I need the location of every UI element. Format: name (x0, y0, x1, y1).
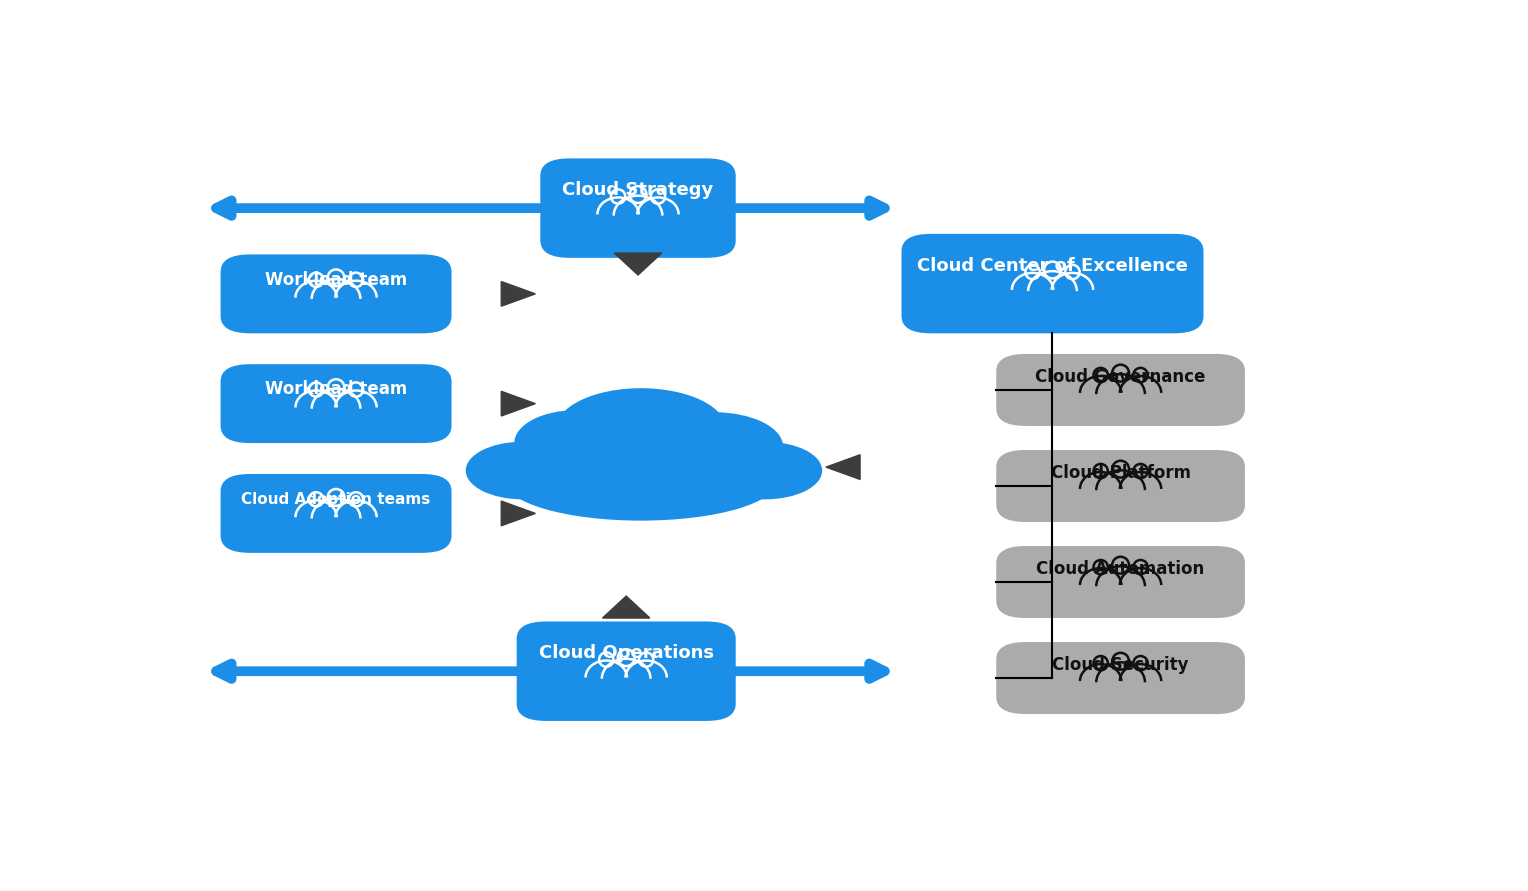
FancyBboxPatch shape (902, 233, 1204, 333)
FancyBboxPatch shape (220, 255, 452, 333)
Text: Workload team: Workload team (264, 380, 406, 398)
Text: Cloud Security: Cloud Security (1053, 656, 1189, 674)
FancyBboxPatch shape (996, 546, 1245, 618)
FancyBboxPatch shape (516, 622, 736, 721)
Polygon shape (602, 596, 649, 618)
FancyBboxPatch shape (541, 159, 736, 257)
FancyBboxPatch shape (996, 354, 1245, 426)
FancyBboxPatch shape (220, 364, 452, 443)
Text: Cloud Automation: Cloud Automation (1036, 560, 1204, 578)
Text: Cloud Governance: Cloud Governance (1036, 368, 1206, 386)
Polygon shape (827, 454, 860, 479)
Text: Cloud Strategy: Cloud Strategy (562, 181, 714, 200)
Ellipse shape (709, 442, 822, 499)
Ellipse shape (466, 442, 579, 499)
Text: Cloud Platform: Cloud Platform (1051, 464, 1190, 482)
Polygon shape (501, 282, 535, 307)
FancyBboxPatch shape (996, 642, 1245, 714)
Ellipse shape (515, 410, 637, 476)
FancyBboxPatch shape (220, 474, 452, 552)
FancyBboxPatch shape (996, 450, 1245, 522)
Polygon shape (501, 391, 535, 416)
Text: Cloud Center of Excellence: Cloud Center of Excellence (917, 257, 1187, 274)
Text: Cloud Adoption teams: Cloud Adoption teams (241, 492, 431, 507)
Text: Cloud Operations: Cloud Operations (539, 644, 714, 662)
Ellipse shape (556, 388, 726, 470)
Ellipse shape (646, 413, 784, 481)
Polygon shape (501, 501, 535, 526)
Ellipse shape (504, 441, 778, 520)
Text: Workload team: Workload team (264, 271, 406, 289)
Polygon shape (614, 253, 662, 275)
